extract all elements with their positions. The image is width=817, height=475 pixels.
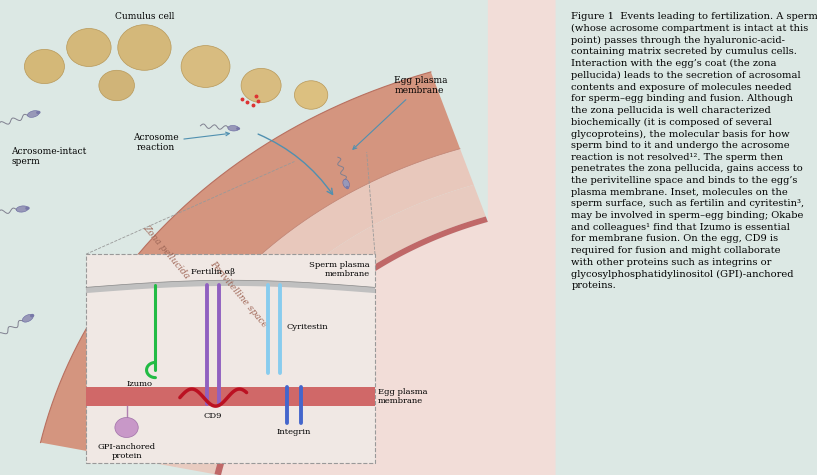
Ellipse shape bbox=[25, 207, 29, 210]
Ellipse shape bbox=[236, 127, 240, 130]
Polygon shape bbox=[214, 217, 488, 475]
Text: Acrosome-intact
sperm: Acrosome-intact sperm bbox=[11, 147, 87, 166]
Ellipse shape bbox=[36, 111, 41, 114]
Text: Zona pellucida: Zona pellucida bbox=[141, 223, 192, 280]
Bar bbox=[86, 387, 375, 406]
Text: GPI-anchored
protein: GPI-anchored protein bbox=[97, 443, 155, 460]
Ellipse shape bbox=[228, 125, 239, 131]
Text: Perivitelline space: Perivitelline space bbox=[208, 259, 270, 330]
Circle shape bbox=[241, 68, 281, 103]
Ellipse shape bbox=[343, 179, 350, 188]
Polygon shape bbox=[133, 149, 474, 467]
Text: Figure 1  Events leading to fertilization. A sperm
(whose acrosome compartment i: Figure 1 Events leading to fertilization… bbox=[571, 12, 817, 290]
Text: Integrin: Integrin bbox=[277, 428, 311, 436]
Ellipse shape bbox=[30, 314, 34, 317]
Text: Fertilin αβ: Fertilin αβ bbox=[191, 267, 235, 275]
Text: Izumo: Izumo bbox=[127, 380, 153, 388]
Polygon shape bbox=[41, 72, 460, 459]
Text: CD9: CD9 bbox=[204, 412, 222, 420]
Circle shape bbox=[25, 49, 65, 84]
Polygon shape bbox=[221, 0, 556, 475]
Text: Sperm plasma
membrane: Sperm plasma membrane bbox=[309, 261, 369, 278]
Circle shape bbox=[118, 25, 171, 70]
Polygon shape bbox=[86, 280, 375, 293]
Polygon shape bbox=[176, 185, 486, 474]
Text: Egg plasma
membrane: Egg plasma membrane bbox=[377, 388, 427, 405]
Circle shape bbox=[115, 418, 138, 437]
Circle shape bbox=[181, 46, 230, 87]
Text: Egg plasma
membrane: Egg plasma membrane bbox=[353, 76, 448, 149]
Ellipse shape bbox=[346, 186, 349, 189]
Circle shape bbox=[99, 70, 135, 101]
Text: Cyritestin: Cyritestin bbox=[286, 323, 328, 331]
FancyBboxPatch shape bbox=[86, 254, 375, 463]
Ellipse shape bbox=[28, 111, 39, 117]
Circle shape bbox=[67, 28, 111, 66]
Circle shape bbox=[294, 81, 328, 109]
Text: Cumulus cell: Cumulus cell bbox=[114, 12, 174, 21]
Text: Acrosome
reaction: Acrosome reaction bbox=[132, 132, 230, 152]
Ellipse shape bbox=[16, 206, 29, 212]
Ellipse shape bbox=[22, 314, 33, 322]
